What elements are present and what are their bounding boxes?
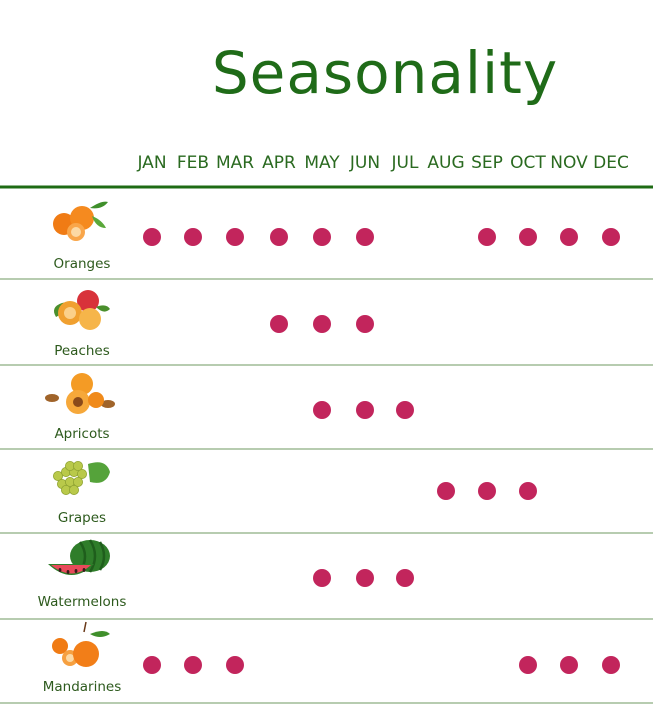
month-header: JAN FEB MAR APR MAY JUN JUL AUG SEP OCT NOV DEC (136, 153, 628, 173)
chart-title: Seasonality (212, 39, 558, 107)
row-label-watermelons: Watermelons (38, 594, 127, 610)
month-label-feb: FEB (177, 153, 209, 173)
row-grapes: Grapes (0, 460, 653, 534)
dot-oranges-may (313, 228, 331, 246)
month-label-apr: APR (262, 153, 296, 173)
row-label-peaches: Peaches (54, 343, 110, 359)
month-label-nov: NOV (550, 153, 588, 173)
row-mandarines: Mandarines (0, 621, 653, 704)
dot-oranges-apr (270, 228, 288, 246)
dot-apricots-may (313, 401, 331, 419)
dot-oranges-jun (356, 228, 374, 246)
dot-apricots-jun (356, 401, 374, 419)
row-label-grapes: Grapes (58, 510, 106, 526)
dot-peaches-apr (270, 315, 288, 333)
dot-watermelons-jun (356, 569, 374, 587)
dot-oranges-sep (478, 228, 496, 246)
dot-watermelons-may (313, 569, 331, 587)
dot-grapes-oct (519, 482, 537, 500)
watermelon-fruit-icon (48, 539, 110, 575)
month-label-jan: JAN (136, 153, 166, 173)
dot-oranges-mar (226, 228, 244, 246)
dot-oranges-oct (519, 228, 537, 246)
month-label-sep: SEP (471, 153, 503, 173)
row-apricots: Apricots (0, 373, 653, 450)
mandarin-fruit-icon (52, 621, 110, 667)
month-label-aug: AUG (427, 153, 464, 173)
dot-mandarines-mar (226, 656, 244, 674)
dot-mandarines-oct (519, 656, 537, 674)
row-label-oranges: Oranges (54, 256, 111, 272)
row-oranges: Oranges (0, 201, 653, 280)
month-label-jul: JUL (391, 153, 419, 173)
dot-oranges-jan (143, 228, 161, 246)
row-label-apricots: Apricots (54, 426, 109, 442)
dot-mandarines-dec (602, 656, 620, 674)
row-label-mandarines: Mandarines (43, 679, 122, 695)
dot-apricots-jul (396, 401, 414, 419)
month-label-may: MAY (304, 153, 340, 173)
dot-oranges-nov (560, 228, 578, 246)
dot-mandarines-jan (143, 656, 161, 674)
grapes-fruit-icon (53, 460, 110, 495)
peach-fruit-icon (54, 290, 110, 330)
dot-grapes-aug (437, 482, 455, 500)
row-watermelons: Watermelons (0, 539, 653, 620)
apricot-fruit-icon (45, 373, 115, 414)
dot-peaches-may (313, 315, 331, 333)
orange-fruit-icon (53, 201, 108, 241)
dot-oranges-dec (602, 228, 620, 246)
month-label-mar: MAR (216, 153, 254, 173)
month-label-jun: JUN (349, 153, 380, 173)
dot-mandarines-feb (184, 656, 202, 674)
month-label-oct: OCT (510, 153, 546, 173)
dot-watermelons-jul (396, 569, 414, 587)
dot-peaches-jun (356, 315, 374, 333)
dot-oranges-feb (184, 228, 202, 246)
dot-mandarines-nov (560, 656, 578, 674)
row-peaches: Peaches (0, 290, 653, 366)
fruit-rows: Oranges Peaches Apricots Grapes Watermelons M… (0, 201, 653, 704)
month-label-dec: DEC (593, 153, 629, 173)
dot-grapes-sep (478, 482, 496, 500)
